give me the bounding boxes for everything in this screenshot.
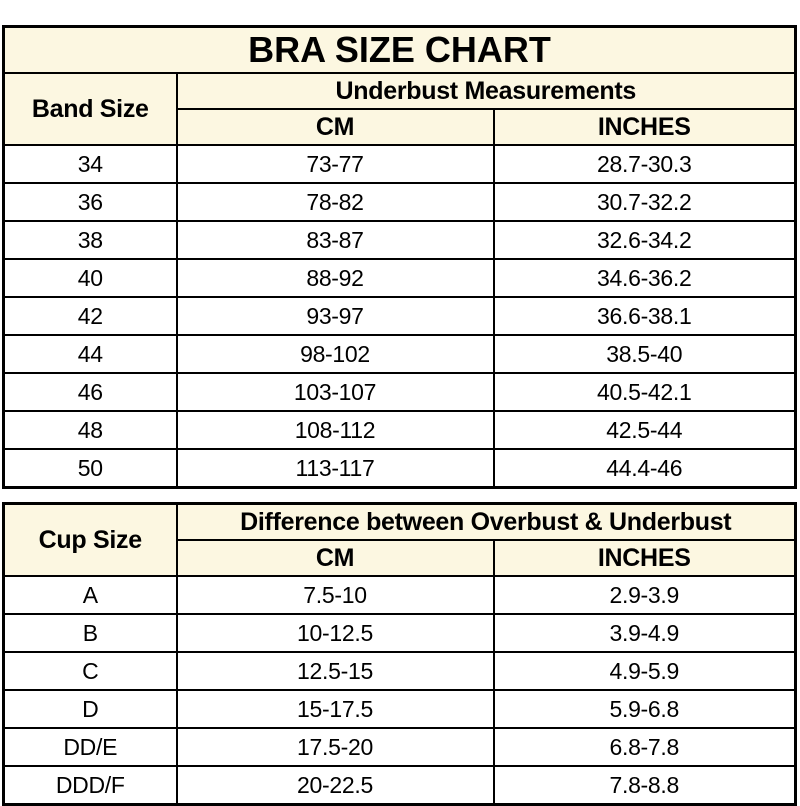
inches-range-cell: 28.7-30.3 — [492, 144, 797, 184]
inches-range-cell: 36.6-38.1 — [492, 296, 797, 336]
cup-size-cell: B — [2, 613, 178, 653]
cup-size-table: Cup Size Difference between Overbust & U… — [2, 502, 797, 806]
inches-range-cell: 40.5-42.1 — [492, 372, 797, 412]
band-size-table: BRA SIZE CHART Band Size Underbust Measu… — [2, 25, 797, 489]
inches-range-cell: 6.8-7.8 — [492, 727, 797, 767]
cm-range-cell: 83-87 — [175, 220, 495, 260]
band-size-cell: 42 — [2, 296, 178, 336]
cm-column-header: CM — [175, 539, 495, 577]
cm-range-cell: 108-112 — [175, 410, 495, 450]
inches-range-cell: 32.6-34.2 — [492, 220, 797, 260]
band-size-cell: 48 — [2, 410, 178, 450]
table-row: C 12.5-15 4.9-5.9 — [2, 651, 797, 691]
column-header-row: CM INCHES — [4, 108, 797, 146]
inches-range-cell: 4.9-5.9 — [492, 651, 797, 691]
table-row: 50 113-117 44.4-46 — [2, 448, 797, 489]
inches-range-cell: 34.6-36.2 — [492, 258, 797, 298]
band-size-cell: 38 — [2, 220, 178, 260]
table-row: 38 83-87 32.6-34.2 — [2, 220, 797, 260]
band-size-cell: 44 — [2, 334, 178, 374]
band-size-cell: 50 — [2, 448, 178, 489]
table-row: 48 108-112 42.5-44 — [2, 410, 797, 450]
band-size-cell: 36 — [2, 182, 178, 222]
table-row: 42 93-97 36.6-38.1 — [2, 296, 797, 336]
cup-size-cell: DDD/F — [2, 765, 178, 806]
chart-title: BRA SIZE CHART — [2, 25, 797, 74]
table-row: B 10-12.5 3.9-4.9 — [2, 613, 797, 653]
table-row: A 7.5-10 2.9-3.9 — [2, 575, 797, 615]
inches-range-cell: 38.5-40 — [492, 334, 797, 374]
cm-range-cell: 103-107 — [175, 372, 495, 412]
size-chart-container: BRA SIZE CHART Band Size Underbust Measu… — [2, 25, 797, 806]
cm-range-cell: 15-17.5 — [175, 689, 495, 729]
inches-range-cell: 3.9-4.9 — [492, 613, 797, 653]
cm-range-cell: 12.5-15 — [175, 651, 495, 691]
cup-size-cell: C — [2, 651, 178, 691]
table-row: 34 73-77 28.7-30.3 — [2, 144, 797, 184]
table-row: D 15-17.5 5.9-6.8 — [2, 689, 797, 729]
band-size-header: Band Size — [2, 72, 178, 146]
cm-range-cell: 98-102 — [175, 334, 495, 374]
column-header-row: CM INCHES — [4, 539, 797, 577]
inches-range-cell: 30.7-32.2 — [492, 182, 797, 222]
table-row: 36 78-82 30.7-32.2 — [2, 182, 797, 222]
cm-range-cell: 17.5-20 — [175, 727, 495, 767]
inches-range-cell: 44.4-46 — [492, 448, 797, 489]
band-size-cell: 34 — [2, 144, 178, 184]
title-row: BRA SIZE CHART — [2, 25, 797, 74]
group-header-row: Cup Size Difference between Overbust & U… — [2, 502, 797, 577]
cm-range-cell: 88-92 — [175, 258, 495, 298]
table-row: 40 88-92 34.6-36.2 — [2, 258, 797, 298]
cm-range-cell: 78-82 — [175, 182, 495, 222]
table-row: DDD/F 20-22.5 7.8-8.8 — [2, 765, 797, 806]
cm-column-header: CM — [175, 108, 495, 146]
inches-range-cell: 2.9-3.9 — [492, 575, 797, 615]
cup-size-header: Cup Size — [2, 502, 178, 577]
group-header-row: Band Size Underbust Measurements — [2, 72, 797, 146]
cup-size-cell: A — [2, 575, 178, 615]
table-row: 46 103-107 40.5-42.1 — [2, 372, 797, 412]
underbust-group-header: Underbust Measurements — [175, 72, 797, 110]
inches-range-cell: 42.5-44 — [492, 410, 797, 450]
cup-size-cell: D — [2, 689, 178, 729]
cm-range-cell: 10-12.5 — [175, 613, 495, 653]
difference-group-header: Difference between Overbust & Underbust — [175, 502, 797, 541]
table-row: 44 98-102 38.5-40 — [2, 334, 797, 374]
inches-column-header: INCHES — [492, 108, 797, 146]
band-size-cell: 40 — [2, 258, 178, 298]
table-row: DD/E 17.5-20 6.8-7.8 — [2, 727, 797, 767]
inches-range-cell: 5.9-6.8 — [492, 689, 797, 729]
cup-size-cell: DD/E — [2, 727, 178, 767]
cm-range-cell: 20-22.5 — [175, 765, 495, 806]
inches-range-cell: 7.8-8.8 — [492, 765, 797, 806]
cm-range-cell: 7.5-10 — [175, 575, 495, 615]
cm-range-cell: 93-97 — [175, 296, 495, 336]
band-size-cell: 46 — [2, 372, 178, 412]
cm-range-cell: 73-77 — [175, 144, 495, 184]
inches-column-header: INCHES — [492, 539, 797, 577]
cm-range-cell: 113-117 — [175, 448, 495, 489]
